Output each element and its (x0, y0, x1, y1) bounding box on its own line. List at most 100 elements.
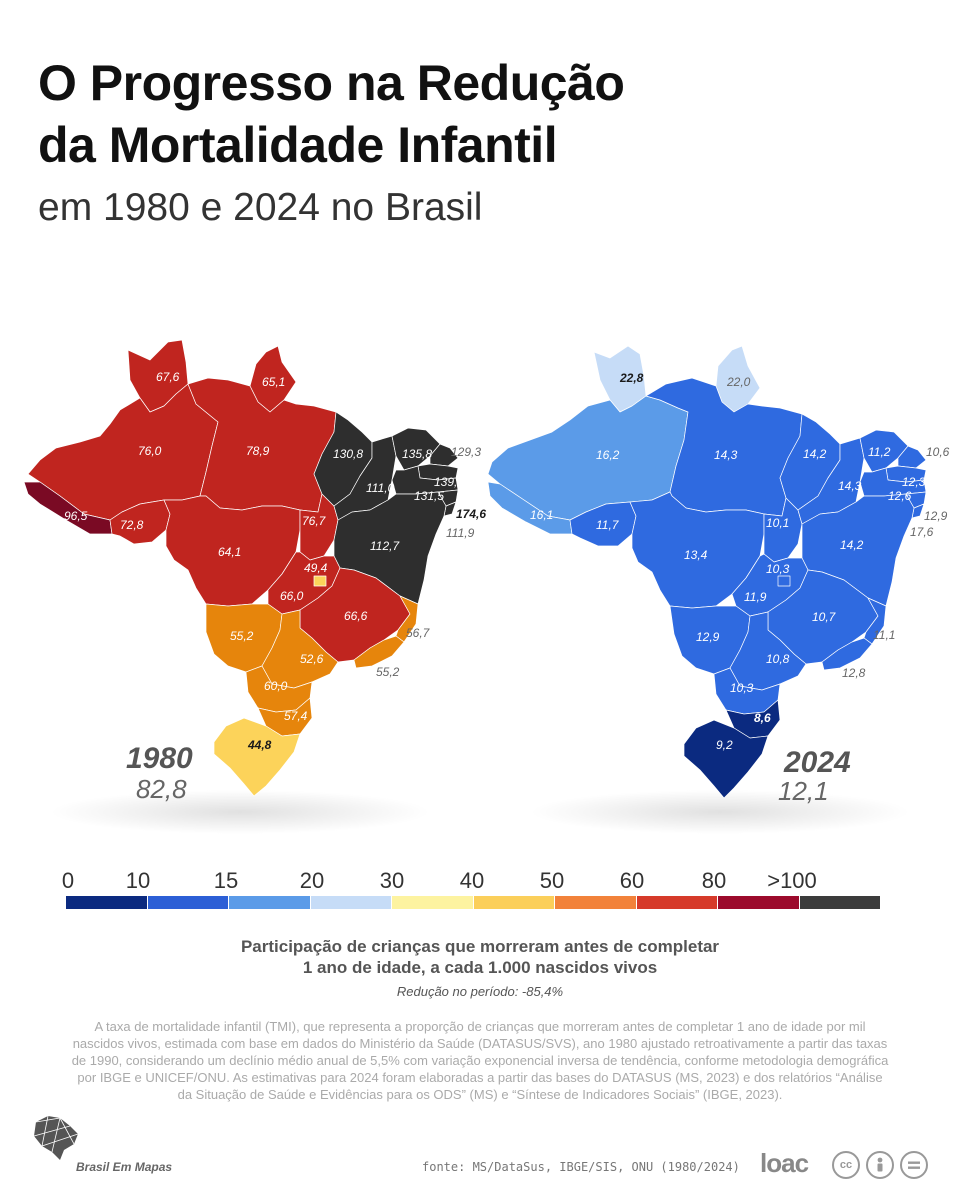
legend-caption: Participação de crianças que morreram an… (0, 936, 960, 978)
label-2024-rr: 22,8 (619, 371, 644, 385)
label-1980-ma: 130,8 (333, 447, 363, 461)
label-2024-mt: 13,4 (684, 548, 708, 562)
source-text: fonte: MS/DataSus, IBGE/SIS, ONU (1980/2… (422, 1160, 740, 1174)
state-1980-sp (261, 609, 339, 689)
caption-line-2: 1 ano de idade, a cada 1.000 nascidos vi… (302, 958, 658, 977)
legend-swatch (392, 896, 473, 909)
label-2024-to: 10,1 (766, 516, 789, 530)
legend-tick: 60 (619, 868, 645, 893)
state-2024-sp (729, 611, 807, 691)
nd-icon (900, 1151, 928, 1179)
label-2024-pr: 10,3 (730, 681, 754, 695)
label-1980-pa: 78,9 (246, 444, 270, 458)
label-1980-pe: 131,5 (414, 489, 444, 503)
legend-tick: 40 (459, 868, 485, 893)
label-1980-ce: 135,8 (402, 447, 432, 461)
label-1980-pi: 111,0 (366, 481, 395, 495)
label-2024-ms: 12,9 (696, 630, 720, 644)
legend-tick: >100 (767, 868, 817, 893)
label-1980-sc: 57,4 (284, 709, 308, 723)
caption-line-1: Participação de crianças que morreram an… (240, 937, 720, 956)
maps-figure: 67,6 65,1 76,0 78,9 130,8 135,8 129,3 11… (23, 339, 950, 834)
legend-tick: 20 (299, 868, 325, 893)
reduction-note: Redução no período: -85,4% (396, 984, 564, 999)
label-2024-pa: 14,3 (714, 448, 738, 462)
label-1980-ba: 112,7 (370, 539, 400, 553)
map-1980-labels: 67,6 65,1 76,0 78,9 130,8 135,8 129,3 11… (64, 370, 486, 752)
label-2024-rn: 10,6 (926, 445, 950, 459)
label-1980-ro: 72,8 (120, 518, 144, 532)
label-1980-ap: 65,1 (262, 375, 285, 389)
national-rate-1980: 82,8 (136, 774, 187, 804)
label-2024-se: 17,6 (910, 525, 934, 539)
label-2024-mg: 10,7 (812, 610, 837, 624)
brasil-em-mapas-logo-icon (33, 1115, 79, 1160)
legend-swatch (473, 896, 554, 909)
label-1980-rr: 67,6 (156, 370, 180, 384)
map-1980-shadow (50, 790, 430, 834)
legend-swatch (799, 896, 880, 909)
title-line-1: O Progresso na Redução (38, 55, 625, 111)
map-1980 (23, 339, 459, 797)
national-rate-2024: 12,1 (778, 776, 829, 806)
label-2024-ap: 22,0 (726, 375, 751, 389)
title-line-2: da Mortalidade Infantil (38, 117, 558, 173)
label-2024-pe: 12,6 (888, 489, 912, 503)
legend-tick: 30 (379, 868, 405, 893)
label-1980-mt: 64,1 (218, 545, 241, 559)
label-2024-ro: 11,7 (596, 518, 620, 532)
map-2024-labels: 22,8 22,0 16,2 14,3 14,2 11,2 10,6 14,3 … (530, 371, 950, 752)
legend-swatch (555, 896, 636, 909)
legend-swatch (310, 896, 391, 909)
legend-swatch (229, 896, 310, 909)
label-2024-am: 16,2 (596, 448, 620, 462)
state-2024-rj (821, 637, 873, 671)
cc-icon: cc (832, 1151, 860, 1179)
label-1980-ac: 96,5 (64, 509, 88, 523)
label-2024-df: 10,3 (766, 562, 790, 576)
state-1980-rj (353, 635, 405, 669)
by-icon (866, 1151, 894, 1179)
label-2024-pb: 12,3 (902, 475, 926, 489)
label-1980-sp: 52,6 (300, 652, 324, 666)
methodology-note: A taxa de mortalidade infantil (TMI), qu… (71, 1019, 889, 1102)
map-2024 (487, 345, 927, 799)
state-2024-rs (683, 719, 769, 799)
legend-swatch (718, 896, 799, 909)
label-2024-rs: 9,2 (716, 738, 733, 752)
legend-color-bar (66, 896, 880, 909)
label-1980-pr: 60,0 (264, 679, 288, 693)
label-1980-se: 111,9 (446, 526, 475, 540)
page-subtitle: em 1980 e 2024 no Brasil (38, 186, 483, 229)
label-2024-sc: 8,6 (754, 711, 771, 725)
label-1980-ms: 55,2 (230, 629, 254, 643)
legend-swatch (147, 896, 228, 909)
year-2024-label: 2024 (784, 746, 851, 779)
label-1980-go: 66,0 (280, 589, 304, 603)
label-1980-am: 76,0 (138, 444, 162, 458)
label-2024-go: 11,9 (744, 590, 767, 604)
legend-tick: 50 (539, 868, 565, 893)
legend-tick: 10 (125, 868, 151, 893)
label-2024-al: 12,9 (924, 509, 948, 523)
label-1980-pb: 139,9 (434, 475, 464, 489)
legend-tick: 80 (701, 868, 727, 893)
label-2024-es: 11,1 (873, 628, 895, 642)
label-1980-rs: 44,8 (247, 738, 272, 752)
label-2024-ba: 14,2 (840, 538, 864, 552)
legend-swatch (636, 896, 717, 909)
brand-name: Brasil Em Mapas (76, 1160, 173, 1174)
label-1980-rn: 129,3 (451, 445, 481, 459)
label-1980-rj: 55,2 (376, 665, 400, 679)
label-2024-ma: 14,2 (803, 447, 827, 461)
label-1980-es: 56,7 (406, 626, 431, 640)
year-1980-label: 1980 (126, 742, 193, 775)
color-legend: 0 10 15 20 30 40 50 60 80 >100 (62, 868, 880, 912)
page-title: O Progresso na Redução da Mortalidade In… (38, 52, 625, 176)
label-2024-pi: 14,3 (838, 479, 862, 493)
label-2024-ce: 11,2 (868, 445, 891, 459)
legend-swatch (66, 896, 147, 909)
state-1980-rs (213, 717, 301, 797)
label-1980-df: 49,4 (304, 561, 328, 575)
legend-tick: 15 (213, 868, 239, 893)
